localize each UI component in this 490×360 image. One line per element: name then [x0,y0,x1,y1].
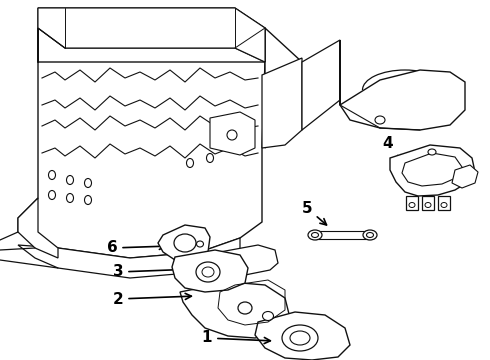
Polygon shape [180,282,290,338]
Ellipse shape [282,325,318,351]
Ellipse shape [290,331,310,345]
Ellipse shape [263,311,273,320]
Polygon shape [18,28,265,258]
Ellipse shape [187,158,194,167]
Polygon shape [438,196,450,210]
Ellipse shape [196,241,203,247]
Text: 5: 5 [302,201,326,225]
Ellipse shape [312,233,318,238]
Ellipse shape [196,262,220,282]
Ellipse shape [67,194,74,202]
Polygon shape [406,196,418,210]
Ellipse shape [367,233,373,238]
Polygon shape [340,40,465,130]
Polygon shape [172,250,248,292]
Polygon shape [452,165,478,188]
Ellipse shape [441,202,447,207]
Ellipse shape [227,130,237,140]
Polygon shape [255,312,350,360]
Ellipse shape [409,202,415,207]
Ellipse shape [206,153,214,162]
Ellipse shape [428,149,436,155]
Text: 4: 4 [383,135,402,161]
Polygon shape [38,8,265,62]
Ellipse shape [67,176,74,185]
Ellipse shape [174,234,196,252]
Polygon shape [18,198,58,258]
Ellipse shape [425,202,431,207]
Polygon shape [390,145,475,196]
Ellipse shape [375,116,385,124]
Polygon shape [38,8,265,62]
Ellipse shape [363,230,377,240]
Ellipse shape [238,302,252,314]
Polygon shape [302,40,340,130]
Polygon shape [265,28,302,148]
Ellipse shape [202,267,214,277]
Text: 6: 6 [107,240,165,256]
Polygon shape [215,245,278,275]
Polygon shape [158,225,210,260]
Text: 2: 2 [113,292,192,306]
Polygon shape [315,231,370,239]
Text: 3: 3 [113,265,192,279]
Polygon shape [210,112,255,155]
Polygon shape [18,238,240,278]
Ellipse shape [84,179,92,188]
Text: 1: 1 [202,330,270,346]
Ellipse shape [49,190,55,199]
Ellipse shape [49,171,55,180]
Ellipse shape [308,230,322,240]
Polygon shape [402,153,462,186]
Polygon shape [262,58,302,148]
Polygon shape [422,196,434,210]
Ellipse shape [84,195,92,204]
